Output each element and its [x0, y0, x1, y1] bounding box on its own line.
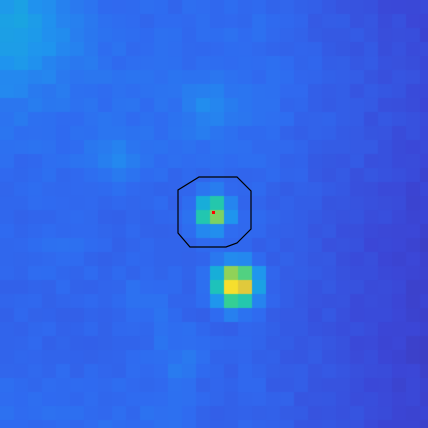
target-center-marker [212, 211, 215, 214]
aperture-octagon [177, 176, 252, 248]
